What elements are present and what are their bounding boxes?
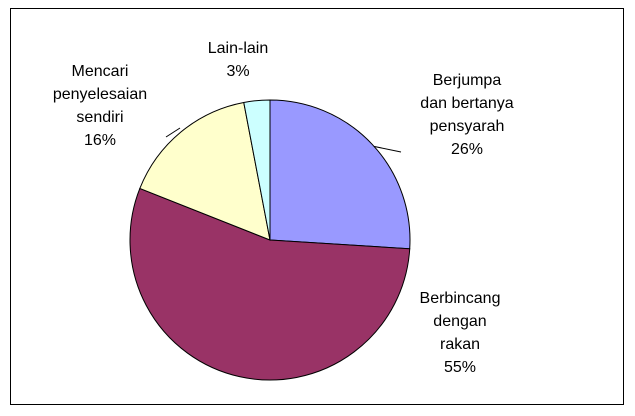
category-label: Berbincang dengan rakan: [419, 290, 501, 353]
slice-label: Berbincang dengan rakan 55%: [360, 287, 560, 379]
slice-label: Berjumpa dan bertanya pensyarah 26%: [367, 69, 567, 161]
leader-line: [371, 145, 402, 153]
value-label: 26%: [450, 141, 484, 158]
value-label: 55%: [443, 359, 477, 376]
chart-frame: [10, 8, 624, 405]
category-label: Mencari penyelesaian sendiri: [52, 63, 148, 126]
pie-slice: [139, 101, 271, 241]
pie-slice: [269, 99, 411, 250]
value-label: 16%: [83, 132, 117, 149]
pie-slice: [129, 187, 411, 381]
value-label: 3%: [226, 63, 250, 80]
slice-label: Mencari penyelesaian sendiri 16%: [0, 60, 200, 152]
slice-label: Lain-lain 3%: [138, 37, 338, 83]
category-label: Berjumpa dan bertanya pensyarah: [420, 72, 514, 135]
leader-line: [165, 127, 181, 138]
pie-slice: [243, 99, 271, 241]
category-label: Lain-lain: [207, 40, 269, 57]
